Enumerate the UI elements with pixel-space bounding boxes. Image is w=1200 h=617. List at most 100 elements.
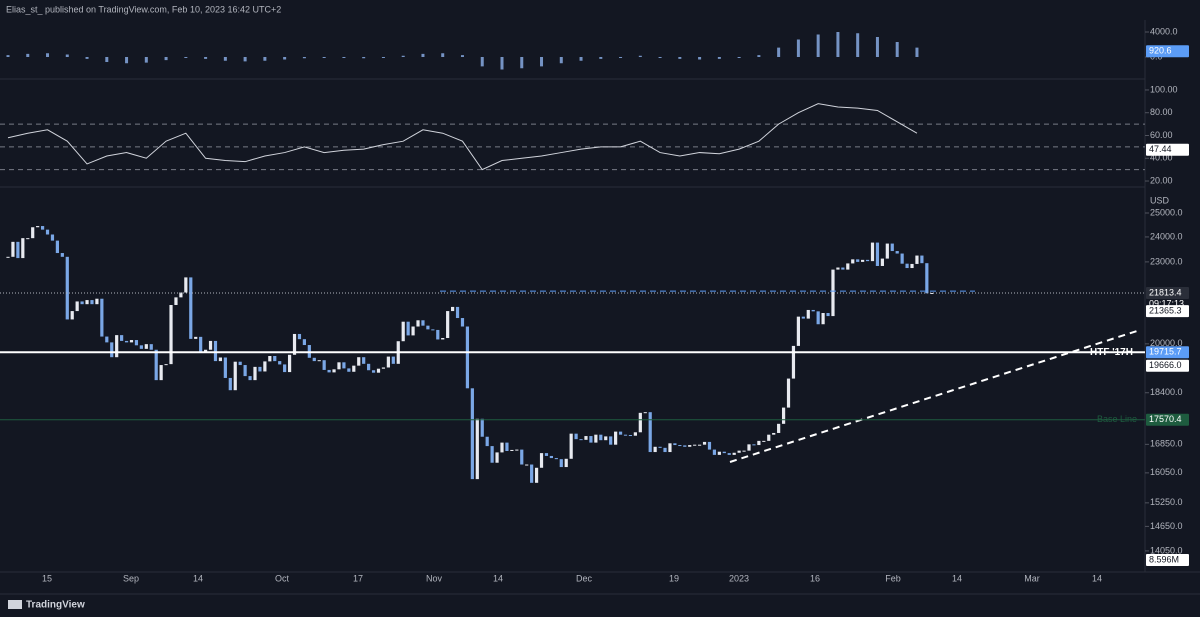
candle: [208, 340, 213, 350]
candle: [668, 443, 672, 453]
candle: [920, 255, 924, 264]
histogram-bar: [204, 57, 208, 59]
histogram-bar: [184, 57, 188, 58]
price-tag: [1146, 413, 1189, 426]
histogram-bar: [85, 57, 89, 59]
price-tag-label: 47.44: [1149, 144, 1172, 154]
y-tick-label: 4000.0: [1150, 26, 1178, 36]
candle: [762, 440, 766, 442]
candle: [569, 433, 573, 459]
histogram-bar: [915, 47, 919, 57]
candle: [134, 340, 139, 346]
candle: [643, 412, 647, 414]
candle: [772, 432, 776, 435]
candle: [169, 304, 173, 365]
candle: [811, 309, 815, 312]
price-tag-label: 19715.7: [1149, 347, 1182, 357]
candle: [179, 292, 183, 298]
candle: [441, 338, 445, 340]
histogram-bar: [6, 55, 10, 57]
histogram-bar: [421, 53, 425, 57]
histogram-bar: [500, 57, 504, 70]
price-tag-label: 21365.3: [1149, 306, 1182, 316]
candle: [189, 277, 193, 339]
candle: [292, 333, 297, 355]
candle: [885, 243, 889, 259]
candle: [470, 388, 474, 480]
candle: [283, 364, 287, 373]
histogram-bar: [144, 57, 148, 63]
candle: [411, 326, 415, 336]
histogram-bar: [836, 32, 840, 57]
histogram-bar: [401, 55, 405, 57]
y-tick-label: 14650.0: [1150, 521, 1183, 531]
candle: [678, 445, 682, 447]
candle: [268, 355, 272, 362]
histogram-bar: [757, 55, 761, 57]
candle: [653, 446, 657, 453]
candle: [574, 433, 578, 440]
y-tick-label: 80.00: [1150, 107, 1173, 117]
footer: TradingView: [26, 600, 85, 611]
histogram-bar: [65, 54, 69, 57]
x-tick-label: 14: [493, 573, 503, 583]
candle: [821, 313, 825, 325]
candle: [648, 412, 652, 453]
candle: [322, 360, 326, 370]
candle: [436, 329, 440, 340]
candle: [599, 434, 603, 441]
histogram-bar: [816, 34, 820, 57]
candle: [124, 340, 129, 343]
candle: [559, 459, 563, 468]
candle: [712, 449, 717, 455]
candle: [549, 455, 553, 459]
candle: [446, 311, 450, 339]
candle: [623, 434, 628, 436]
histogram-bar: [777, 47, 781, 57]
candle: [480, 418, 484, 437]
candle: [786, 378, 791, 408]
candle: [846, 263, 850, 270]
candle: [638, 412, 642, 433]
histogram-bar: [796, 39, 800, 57]
histogram-bar: [717, 57, 721, 59]
candle: [890, 243, 894, 252]
candle: [628, 435, 633, 437]
histogram-bar: [263, 57, 267, 61]
candle: [55, 240, 59, 254]
histogram-bar: [105, 57, 109, 62]
price-tag-label: 21813.4: [1149, 287, 1182, 297]
price-tag: [1146, 286, 1189, 299]
candle: [801, 316, 805, 319]
histogram-bar: [520, 57, 524, 69]
candle: [174, 297, 178, 305]
candle: [856, 259, 860, 262]
y-tick-label: 20000.0: [1150, 338, 1183, 348]
candle: [223, 357, 227, 378]
x-tick-label: 16: [810, 573, 820, 583]
y-tick-label: 16850.0: [1150, 439, 1183, 449]
candle: [391, 356, 395, 364]
candle: [539, 453, 544, 468]
candle: [930, 292, 934, 294]
candle: [426, 325, 430, 330]
candle: [861, 259, 865, 262]
histogram-bar: [619, 57, 623, 58]
candle: [534, 467, 539, 483]
candle: [194, 336, 198, 339]
candle: [50, 234, 55, 241]
candle: [401, 321, 405, 342]
x-tick-label: Dec: [576, 573, 593, 583]
histogram-bar: [26, 53, 30, 57]
x-tick-label: Nov: [426, 573, 443, 583]
candle: [900, 253, 904, 264]
histogram-bar: [698, 57, 702, 60]
candle: [144, 344, 148, 349]
candle: [16, 241, 20, 259]
candle: [297, 333, 302, 340]
candle: [791, 345, 796, 379]
candle: [317, 360, 321, 362]
